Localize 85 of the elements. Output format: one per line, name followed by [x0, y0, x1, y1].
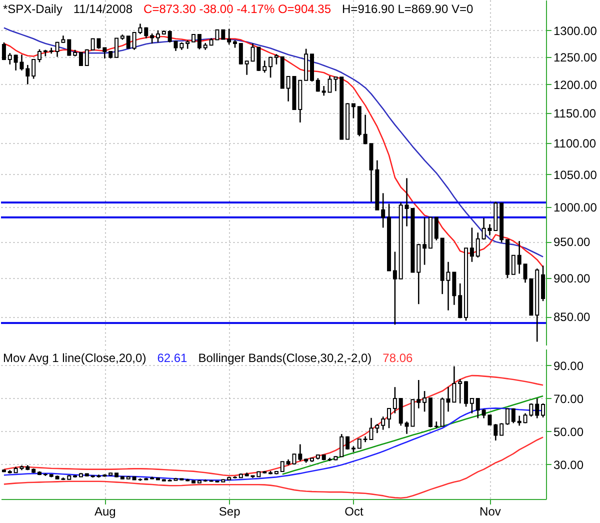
chart-title: Mov Avg 1 line(Close,20,0): [3, 351, 146, 365]
candlestick: [392, 251, 397, 326]
candlestick: [517, 415, 522, 426]
line-series: [3, 436, 544, 499]
y-tick-label: 1300.00: [554, 24, 598, 38]
y-tick-label: 1200.00: [554, 78, 598, 92]
y-tick-label: 70.00: [554, 392, 584, 406]
candlestick: [322, 85, 326, 96]
candlestick: [316, 78, 320, 92]
candlestick: [67, 39, 72, 56]
candlestick: [280, 461, 284, 472]
candlestick: [422, 216, 427, 266]
candlestick: [494, 423, 498, 442]
candlestick: [511, 254, 516, 275]
candlestick: [268, 56, 273, 78]
candlestick: [8, 52, 12, 66]
y-tick-label: 1000.00: [554, 200, 598, 215]
candlestick: [500, 422, 504, 436]
candlestick: [392, 386, 397, 414]
candlestick: [262, 60, 267, 74]
x-tick-label: Sep: [218, 504, 241, 518]
candlestick: [102, 47, 107, 60]
candlestick: [434, 216, 438, 241]
annotation: Bollinger Bands(Close,30,2,-2,0): [198, 351, 372, 365]
candlestick: [168, 30, 172, 44]
candlestick: [84, 48, 89, 66]
candlestick: [464, 380, 468, 408]
candlestick: [298, 444, 302, 462]
candlestick: [197, 34, 202, 50]
candlestick: [470, 398, 474, 414]
candlestick: [221, 29, 226, 40]
candlestick: [476, 232, 480, 258]
candlestick: [26, 64, 30, 85]
candlestick: [227, 28, 232, 46]
y-tick-label: 1050.00: [554, 168, 598, 182]
candlestick: [274, 53, 278, 66]
candlestick: [340, 433, 344, 458]
candlestick: [387, 408, 392, 429]
y-tick-label: 1100.00: [554, 136, 596, 150]
y-tick-label: 950.00: [554, 235, 591, 250]
candlestick: [244, 60, 249, 76]
x-tick-label: Oct: [344, 504, 364, 518]
y-tick-label: 900.00: [554, 272, 591, 286]
y-tick-label: 30.00: [554, 458, 584, 472]
y-tick-label: 90.00: [554, 358, 584, 373]
candlestick: [78, 52, 83, 66]
y-tick-label: 50.00: [554, 424, 584, 439]
candlestick: [541, 264, 546, 302]
y-tick-label: 1150.00: [554, 106, 596, 121]
candlestick: [2, 42, 6, 61]
candlestick: [381, 416, 386, 430]
candlestick: [238, 42, 243, 66]
candlestick: [458, 378, 462, 404]
annotation: C=873.30 -38.00 -4.17% O=904.35: [144, 2, 332, 16]
candlestick: [38, 48, 42, 63]
candlestick: [517, 240, 522, 274]
candlestick: [476, 398, 480, 419]
candlestick: [458, 282, 462, 319]
candlestick: [541, 402, 546, 418]
candlestick: [416, 379, 421, 409]
candlestick: [505, 408, 510, 426]
candlestick: [126, 36, 130, 49]
annotation: H=916.90 L=869.90 V=0: [342, 2, 474, 16]
candlestick: [511, 408, 516, 424]
candlestick: [351, 103, 356, 119]
annotation: 62.61: [157, 351, 188, 365]
candlestick: [470, 227, 474, 263]
line-series: [282, 395, 544, 475]
y-tick-label: 1250.00: [554, 50, 598, 64]
candlestick: [32, 58, 36, 80]
y-tick-label: 850.00: [554, 310, 591, 324]
candlestick: [375, 423, 380, 434]
candlestick: [114, 38, 119, 58]
x-tick-label: Aug: [94, 504, 116, 518]
x-tick-label: Nov: [480, 504, 501, 518]
candlestick: [156, 30, 160, 44]
candlestick: [357, 438, 362, 449]
candlestick: [535, 398, 540, 419]
line-series: [3, 374, 544, 476]
chart-title: *SPX-Daily: [3, 2, 62, 16]
candlestick: [422, 390, 427, 412]
candlestick: [381, 192, 386, 228]
annotation: 78.06: [382, 351, 413, 365]
annotation: 11/14/2008: [73, 2, 133, 16]
candlestick: [150, 32, 154, 44]
